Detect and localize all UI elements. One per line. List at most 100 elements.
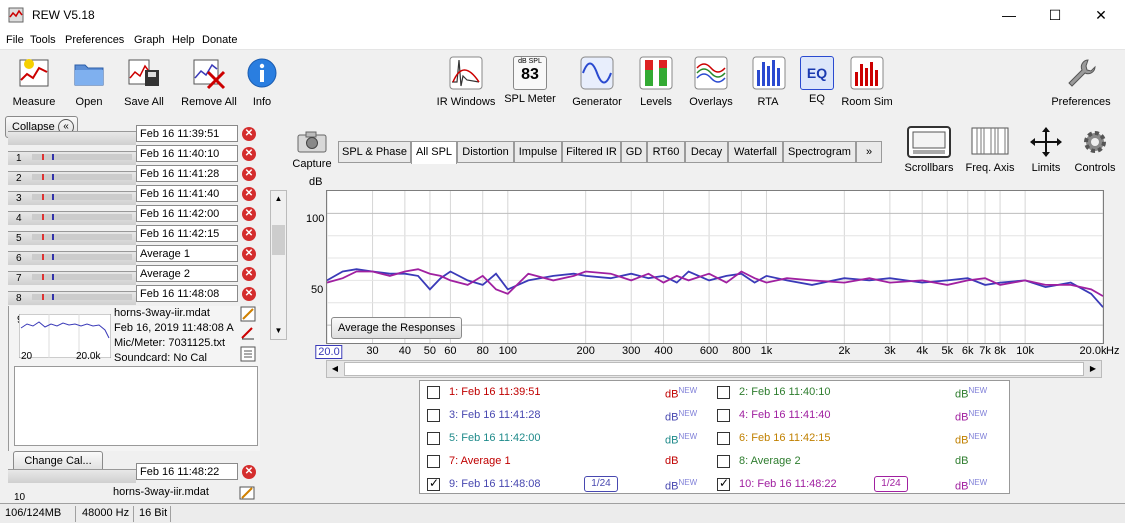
delete-measurement-icon[interactable]: ✕ (242, 465, 256, 479)
measurement-name-field[interactable]: Feb 16 11:41:28 (136, 165, 238, 182)
menu-tools[interactable]: Tools (30, 34, 56, 46)
spl-meter-button[interactable]: dB SPL 83 SPL Meter (504, 56, 556, 105)
measurement-name-field[interactable]: Feb 16 11:48:22 (136, 463, 238, 480)
delete-measurement-icon[interactable]: ✕ (242, 227, 256, 241)
tabs-more-button[interactable]: » (856, 141, 882, 163)
edit-icon[interactable] (239, 486, 255, 500)
menu-help[interactable]: Help (172, 34, 195, 46)
measurement-item[interactable]: 7 Average 2 ✕ (8, 265, 258, 285)
legend-entry[interactable]: 8: Average 2 dB (717, 453, 1002, 471)
tab-gd[interactable]: GD (621, 141, 647, 163)
delete-measurement-icon[interactable]: ✕ (242, 167, 256, 181)
scroll-left-icon[interactable]: ◀ (331, 364, 339, 373)
tab-rt60[interactable]: RT60 (647, 141, 685, 163)
overlays-button[interactable]: Overlays (688, 56, 734, 108)
delete-measurement-icon[interactable]: ✕ (242, 247, 256, 261)
scroll-right-icon[interactable]: ▶ (1089, 364, 1097, 373)
pencil-icon[interactable] (240, 326, 256, 340)
rta-button[interactable]: RTA (752, 56, 786, 108)
legend-entry[interactable]: 1: Feb 16 11:39:51 dBNEW (427, 384, 712, 402)
trace-checkbox[interactable] (717, 455, 730, 468)
measurement-name-field[interactable]: Feb 16 11:39:51 (136, 125, 238, 142)
info-button[interactable]: Info (244, 56, 280, 108)
notes-icon[interactable] (240, 346, 256, 362)
delete-measurement-icon[interactable]: ✕ (242, 267, 256, 281)
measurement-name-field[interactable]: Feb 16 11:42:15 (136, 225, 238, 242)
measure-button[interactable]: Measure (8, 56, 60, 108)
preferences-button[interactable]: Preferences (1048, 56, 1114, 108)
remove-all-button[interactable]: Remove All (178, 56, 240, 108)
menu-file[interactable]: File (6, 34, 24, 46)
tab-impulse[interactable]: Impulse (514, 141, 562, 163)
measurement-name-field[interactable]: Feb 16 11:41:40 (136, 185, 238, 202)
delete-measurement-icon[interactable]: ✕ (242, 287, 256, 301)
trace-checkbox[interactable] (717, 476, 730, 491)
trace-checkbox[interactable] (717, 432, 730, 445)
capture-button[interactable]: Capture (291, 130, 333, 170)
freq-axis-button[interactable]: Freq. Axis (962, 126, 1018, 174)
legend-entry[interactable]: 10: Feb 16 11:48:22 1/24 dBNEW (717, 476, 1002, 494)
tab-filtered-ir[interactable]: Filtered IR (562, 141, 621, 163)
delete-measurement-icon[interactable]: ✕ (242, 187, 256, 201)
measurement-item[interactable]: 2 Feb 16 11:41:28 ✕ (8, 165, 258, 185)
measurement-list-scrollbar[interactable]: ▲ ▼ (270, 190, 287, 340)
measurement-name-field[interactable]: Average 2 (136, 265, 238, 282)
legend-entry[interactable]: 6: Feb 16 11:42:15 dBNEW (717, 430, 1002, 448)
menu-preferences[interactable]: Preferences (65, 34, 125, 46)
levels-button[interactable]: Levels (636, 56, 676, 108)
room-sim-button[interactable]: Room Sim (840, 56, 894, 108)
legend-entry[interactable]: 3: Feb 16 11:41:28 dBNEW (427, 407, 712, 425)
plot-horizontal-scrollbar[interactable]: ◀ ▶ (326, 360, 1102, 378)
measurement-name-field[interactable]: Feb 16 11:42:00 (136, 205, 238, 222)
smoothing-badge[interactable]: 1/24 (584, 476, 618, 492)
limits-button[interactable]: Limits (1024, 126, 1068, 174)
trace-checkbox[interactable] (717, 409, 730, 422)
measurement-name-field[interactable]: Average 1 (136, 245, 238, 262)
tab-spl-phase[interactable]: SPL & Phase (338, 141, 411, 163)
measurement-item[interactable]: 6 Average 1 ✕ (8, 245, 258, 265)
measurement-name-field[interactable]: Feb 16 11:40:10 (136, 145, 238, 162)
measurement-item[interactable]: 4 Feb 16 11:42:00 ✕ (8, 205, 258, 225)
measurement-item[interactable]: 3 Feb 16 11:41:40 ✕ (8, 185, 258, 205)
scroll-down-icon[interactable]: ▼ (274, 326, 283, 335)
delete-measurement-icon[interactable]: ✕ (242, 147, 256, 161)
trace-checkbox[interactable] (427, 386, 440, 399)
measurement-item[interactable]: 5 Feb 16 11:42:15 ✕ (8, 225, 258, 245)
measurement-item[interactable]: Feb 16 11:48:22 ✕ (8, 463, 258, 483)
tab-all-spl[interactable]: All SPL (411, 141, 457, 164)
controls-button[interactable]: Controls (1072, 126, 1118, 174)
scroll-up-icon[interactable]: ▲ (274, 194, 283, 203)
edit-icon[interactable] (240, 306, 256, 322)
menu-graph[interactable]: Graph (134, 34, 165, 46)
save-all-button[interactable]: Save All (120, 56, 168, 108)
tab-decay[interactable]: Decay (685, 141, 728, 163)
tab-waterfall[interactable]: Waterfall (728, 141, 783, 163)
measurement-item[interactable]: 1 Feb 16 11:40:10 ✕ (8, 145, 258, 165)
trace-checkbox[interactable] (717, 386, 730, 399)
legend-entry[interactable]: 7: Average 1 dB (427, 453, 712, 471)
measurement-item[interactable]: Feb 16 11:39:51 ✕ (8, 125, 258, 145)
smoothing-badge[interactable]: 1/24 (874, 476, 908, 492)
scrollbar-thumb[interactable] (272, 225, 285, 255)
tab-distortion[interactable]: Distortion (457, 141, 514, 163)
delete-measurement-icon[interactable]: ✕ (242, 127, 256, 141)
scrollbar-thumb[interactable] (344, 362, 1084, 376)
delete-measurement-icon[interactable]: ✕ (242, 207, 256, 221)
ir-windows-button[interactable]: IR Windows (436, 56, 496, 108)
maximize-button[interactable]: ☐ (1048, 7, 1062, 23)
average-responses-button[interactable]: Average the Responses (331, 317, 463, 339)
menu-donate[interactable]: Donate (202, 34, 238, 46)
trace-checkbox[interactable] (427, 476, 440, 491)
trace-checkbox[interactable] (427, 409, 440, 422)
legend-entry[interactable]: 9: Feb 16 11:48:08 1/24 dBNEW (427, 476, 712, 494)
scrollbars-button[interactable]: Scrollbars (902, 126, 956, 174)
tab-spectrogram[interactable]: Spectrogram (783, 141, 856, 163)
legend-entry[interactable]: 2: Feb 16 11:40:10 dBNEW (717, 384, 1002, 402)
open-button[interactable]: Open (66, 56, 112, 108)
minimize-button[interactable]: — (1002, 7, 1016, 23)
generator-button[interactable]: Generator (570, 56, 624, 108)
notes-textarea[interactable] (14, 366, 258, 446)
eq-button[interactable]: EQ EQ (800, 56, 834, 105)
measurement-name-field[interactable]: Feb 16 11:48:08 (136, 285, 238, 302)
frequency-response-plot[interactable]: Average the Responses (326, 190, 1104, 344)
